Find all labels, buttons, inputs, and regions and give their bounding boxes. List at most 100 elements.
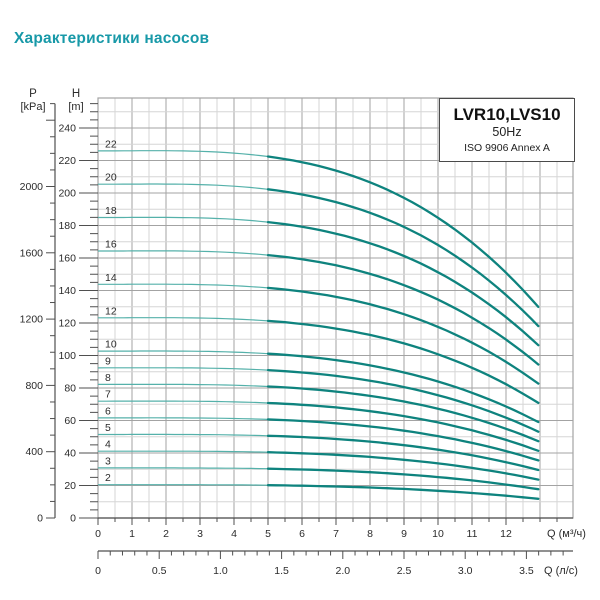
curve-18: [266, 220, 540, 347]
tick-label: 0.5: [152, 565, 167, 577]
curve-16-low: [98, 250, 269, 256]
tick-label: 1: [129, 528, 135, 540]
tick-label: 240: [58, 123, 76, 135]
tick-label: Q (м³/ч): [547, 528, 586, 540]
curve-label-18: 18: [105, 205, 117, 217]
tick-label: 200: [58, 188, 76, 200]
tick-label: 1.5: [274, 565, 289, 577]
tick-label: 800: [25, 380, 43, 392]
frequency: 50Hz: [492, 125, 522, 139]
pressure-axis-header: P [kPa]: [13, 88, 53, 114]
curve-6: [266, 418, 540, 462]
tick-label: 9: [401, 528, 407, 540]
flow-ls-axis: 0 0.5 1.0 1.5 2.0 2.5 3.0 3.5 Q (л/с): [95, 550, 578, 577]
tick-label: 0: [95, 565, 101, 577]
tick-label: 7: [333, 528, 339, 540]
tick-label: 2.0: [335, 565, 350, 577]
tick-label: 80: [64, 383, 76, 395]
curve-20: [266, 188, 540, 328]
tick-label: 180: [58, 220, 76, 232]
head-axis-header: H [m]: [56, 88, 96, 114]
curve-label-9: 9: [105, 355, 111, 367]
curve-3-low: [98, 467, 269, 470]
curve-6-low: [98, 417, 269, 420]
tick-label: 8: [367, 528, 373, 540]
standard: ISO 9906 Annex A: [464, 142, 550, 154]
curve-12: [266, 319, 540, 405]
head-axis-symbol: H: [71, 88, 81, 100]
pressure-axis: 0 400 800 1200 1600 2000: [20, 103, 56, 525]
model-name: LVR10,LVS10: [453, 105, 561, 124]
curve-2: [266, 484, 540, 500]
curve-16: [266, 253, 540, 366]
chart-grid: [98, 98, 573, 518]
curve-10: [266, 352, 540, 424]
tick-label: 0: [37, 513, 43, 525]
tick-label: 12: [500, 528, 512, 540]
tick-label: 1.0: [213, 565, 228, 577]
tick-label: 120: [58, 318, 76, 330]
curve-5-low: [98, 433, 269, 437]
tick-label: 11: [467, 528, 478, 540]
flow-m3h-axis: 0 1 2 3 4 5 6 7 8 9 10 11 12 Q (м³/ч): [95, 517, 586, 540]
tick-label: 220: [58, 155, 76, 167]
curve-14-low: [98, 283, 269, 289]
curve-8: [266, 385, 540, 443]
tick-label: 3.0: [458, 565, 473, 577]
curve-label-20: 20: [105, 172, 117, 184]
tick-label: 400: [25, 446, 43, 458]
head-axis: 0 20 40 60 80 100 120 140 160 180 200 220 240: [58, 103, 98, 525]
tick-label: 20: [64, 480, 76, 492]
tick-label: 10: [432, 528, 444, 540]
curve-2-low: [98, 484, 269, 486]
curve-label-22: 22: [105, 138, 117, 150]
tick-label: 5: [265, 528, 271, 540]
tick-label: Q (л/с): [544, 565, 578, 577]
tick-label: 2.5: [397, 565, 412, 577]
tick-label: 2000: [20, 181, 44, 193]
curve-14: [266, 286, 540, 385]
curve-label-7: 7: [105, 389, 111, 401]
model-info-box: LVR10,LVS10 50Hz ISO 9906 Annex A: [439, 98, 575, 162]
curve-label-3: 3: [105, 455, 111, 467]
tick-label: 6: [299, 528, 305, 540]
curve-18-low: [98, 216, 269, 223]
curve-label-8: 8: [105, 372, 111, 384]
tick-label: 140: [58, 285, 76, 297]
head-axis-unit: [m]: [68, 101, 84, 113]
curve-9: [266, 368, 540, 433]
curve-12-low: [98, 317, 269, 322]
tick-label: 4: [231, 528, 237, 540]
curve-label-6: 6: [105, 405, 111, 417]
curve-label-10: 10: [105, 339, 117, 351]
tick-label: 40: [64, 448, 76, 460]
curve-8-low: [98, 383, 269, 388]
curve-label-14: 14: [105, 272, 117, 284]
tick-label: 0: [95, 528, 101, 540]
tick-label: 60: [64, 415, 76, 427]
pressure-axis-symbol: P: [29, 88, 37, 100]
curve-label-12: 12: [105, 305, 117, 317]
tick-label: 160: [58, 253, 76, 265]
tick-label: 2: [163, 528, 169, 540]
pressure-axis-unit: [kPa]: [20, 101, 46, 113]
curve-9-low: [97, 367, 269, 371]
curve-10-low: [98, 350, 269, 355]
curve-label-16: 16: [105, 239, 117, 251]
page-title: Характеристики насосов: [14, 30, 210, 47]
curve-4: [266, 451, 540, 481]
tick-label: 0: [70, 513, 76, 525]
tick-label: 3: [197, 528, 203, 540]
curve-label-4: 4: [105, 439, 111, 451]
curve-7-low: [98, 400, 269, 404]
curve-20-low: [98, 183, 269, 190]
curve-22-low: [98, 150, 269, 158]
tick-label: 1200: [20, 314, 44, 326]
curve-4-low: [98, 450, 269, 453]
curve-label-2: 2: [105, 472, 111, 484]
tick-label: 100: [58, 350, 76, 362]
tick-label: 3.5: [519, 565, 534, 577]
tick-label: 1600: [20, 247, 44, 259]
